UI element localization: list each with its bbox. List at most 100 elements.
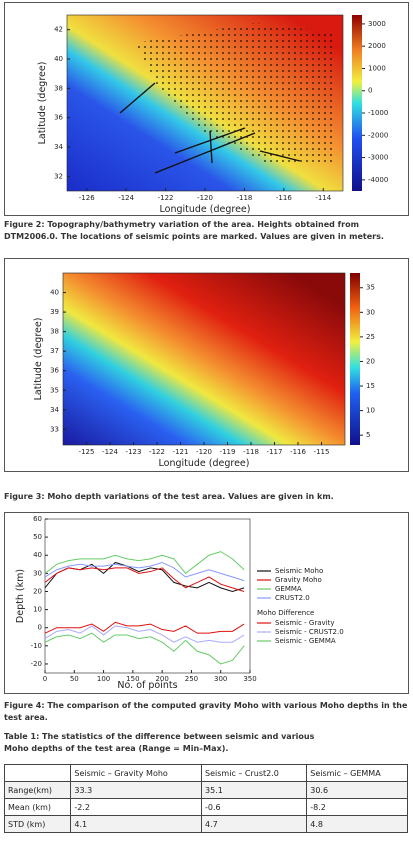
y-tick-label: 36 (54, 114, 63, 122)
table-row: STD (km) 4.1 4.7 4.8 (3, 815, 408, 833)
y-tick-label: 0 (38, 624, 42, 632)
table-cell: 4.8 (306, 815, 408, 833)
series-line (44, 561, 245, 582)
colorbar-tick-label: 5 (366, 431, 370, 439)
y-tick-label: 10 (33, 606, 42, 614)
plot-frame (62, 272, 346, 446)
table-cell: STD (km) (3, 815, 72, 833)
table-cell: 33.3 (70, 781, 203, 799)
seismic-points (135, 23, 335, 163)
colorbar-tick-label: 30 (366, 308, 375, 316)
table-cell: Seismic – Crust2.0 (201, 764, 308, 782)
y-axis-label: Depth (km) (15, 569, 26, 623)
x-tick-label: -118 (243, 448, 259, 456)
colorbar-tick-label: 15 (366, 382, 375, 390)
y-tick-label: 34 (54, 143, 63, 151)
x-tick-label: -116 (276, 194, 292, 202)
y-tick-label: 33 (50, 425, 59, 433)
legend-label: Gravity Moho (275, 576, 322, 584)
legend-label: Seismic - CRUST2.0 (275, 628, 344, 636)
profiles (119, 82, 301, 174)
series-line (44, 551, 245, 575)
table-cell: Range(km) (3, 781, 72, 799)
table-cell: -0.6 (201, 798, 308, 816)
y-tick-label: 40 (54, 55, 63, 63)
table-row: Mean (km) -2.2 -0.6 -8.2 (3, 798, 408, 816)
y-tick-label: 39 (50, 308, 59, 316)
figure-caption: Figure 4: The comparison of the computed… (4, 701, 408, 722)
map-surface (63, 273, 345, 445)
y-axis-label: Latitude (degree) (33, 318, 44, 401)
series-line (44, 625, 245, 643)
colorbar-tick-label: 25 (366, 333, 375, 341)
y-tick-label: 37 (50, 347, 59, 355)
x-tick-label: -123 (126, 448, 142, 456)
legend-label: Seismic - GEMMA (275, 637, 336, 645)
x-tick-label: 150 (126, 675, 139, 683)
x-tick-label: 250 (185, 675, 198, 683)
x-tick-label: -122 (149, 448, 165, 456)
y-tick-label: 40 (33, 551, 42, 559)
table: Seismic – Gravity Moho Seismic – Crust2.0… (3, 764, 408, 833)
figure-caption: Figure 3: Moho depth variations of the t… (4, 492, 334, 501)
x-tick-label: -126 (79, 194, 95, 202)
colorbar-tick-label: 20 (366, 357, 375, 365)
y-tick-label: 38 (54, 84, 63, 92)
y-tick-label: 36 (50, 367, 59, 375)
colorbar-tick-label: 3000 (368, 20, 386, 28)
y-tick-label: 50 (33, 533, 42, 541)
x-tick-label: 100 (97, 675, 110, 683)
caption-line: Moho depths of the test area (Range = Mi… (4, 744, 229, 753)
table-row: Seismic – Gravity Moho Seismic – Crust2.0… (3, 764, 408, 782)
table-cell: Seismic – Gravity Moho (70, 764, 203, 782)
table-cell: Mean (km) (3, 798, 72, 816)
x-axis-label: Longitude (degree) (159, 458, 250, 469)
figure-frame: -125 -124 -123 -122 -121 -120 -119 -118 -117 -116… (4, 258, 409, 472)
x-tick-label: -120 (197, 194, 213, 202)
plot-frame (66, 14, 344, 192)
colorbar-tick-label: 1000 (368, 64, 386, 72)
x-tick-label: -116 (290, 448, 306, 456)
y-axis-label: Latitude (degree) (37, 62, 48, 145)
plot-frame (44, 518, 251, 674)
x-tick-label: -125 (79, 448, 95, 456)
legend-label: GEMMA (275, 585, 302, 593)
x-tick-label: 50 (70, 675, 79, 683)
series-line (44, 567, 245, 592)
colorbar (352, 15, 362, 191)
x-tick-label: 200 (155, 675, 168, 683)
legend-label: Seismic Moho (275, 567, 323, 575)
y-tick-label: 35 (50, 386, 59, 394)
x-axis-label: No. of points (117, 680, 177, 691)
table-cell: -8.2 (306, 798, 408, 816)
map-figure: -126 -124 -122 -120 -118 -116 -114 32 34 36 38 40 42… (37, 14, 388, 215)
legend-label: CRUST2.0 (275, 594, 310, 602)
table-cell: -2.2 (70, 798, 203, 816)
table-cell: 30.6 (306, 781, 408, 799)
figure-frame: -126 -124 -122 -120 -118 -116 -114 32 34 36 38 40 42… (4, 2, 409, 216)
y-tick-label: 38 (50, 328, 59, 336)
figure-caption: Figure 2: Topography/bathymetry variatio… (4, 220, 384, 241)
colorbar-tick-label: -4000 (368, 176, 388, 184)
caption-line: Table 1: The statistics of the differenc… (4, 732, 315, 741)
map-figure: -125 -124 -123 -122 -121 -120 -119 -118 -117 -116… (33, 272, 375, 469)
y-tick-label: -20 (31, 660, 42, 668)
colorbar-tick-label: -3000 (368, 154, 388, 162)
series-line (44, 621, 245, 634)
colorbar (350, 273, 360, 445)
colorbar-tick-label: 35 (366, 284, 375, 292)
y-tick-label: 34 (50, 406, 59, 414)
figure-frame: 0 50 100 150 200 250 300 350 60 50 40 30 20 10 0 -10 -20… (4, 512, 409, 694)
y-tick-label: 42 (54, 26, 63, 34)
x-tick-label: -118 (236, 194, 252, 202)
table-row: Range(km) 33.3 35.1 30.6 (3, 781, 408, 799)
x-tick-label: -124 (118, 194, 134, 202)
x-tick-label: -124 (102, 448, 118, 456)
colorbar-tick-label: 10 (366, 407, 375, 415)
y-tick-label: 60 (33, 515, 42, 523)
y-tick-label: 20 (33, 587, 42, 595)
x-tick-label: -121 (173, 448, 189, 456)
table-cell: 4.7 (201, 815, 308, 833)
table-cell: 4.1 (70, 815, 203, 833)
